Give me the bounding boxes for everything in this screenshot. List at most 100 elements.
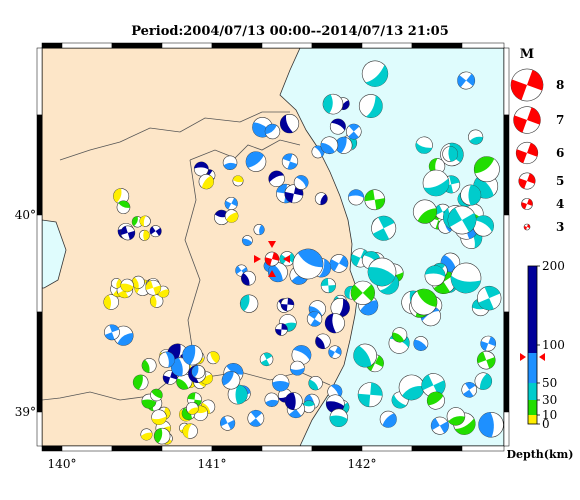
magnitude-legend: M 8 7 6 5 4 3 — [510, 47, 564, 234]
quake-158-fill — [365, 65, 388, 87]
quake-large-4-fill — [417, 289, 437, 307]
quake-63-fill — [194, 161, 209, 170]
quake-129-fill — [280, 298, 294, 311]
quake-139-fill — [469, 136, 483, 145]
quake-102-fill — [293, 345, 312, 361]
quake-121-fill — [290, 367, 305, 376]
quake-93-fill — [265, 124, 277, 135]
quake-176-fill — [431, 418, 449, 434]
quake-109-fill — [260, 352, 273, 366]
quake-178-fill — [415, 142, 433, 154]
quake-112-fill — [315, 336, 325, 349]
depth-band-surface — [528, 415, 537, 424]
quake-111-fill — [328, 346, 342, 358]
right-frame-bar-2 — [503, 214, 510, 313]
quake-140 — [476, 350, 496, 370]
latest-event-arrow-1 — [268, 270, 276, 277]
bottom-frame-bar-9 — [461, 445, 505, 452]
quake-83-fill — [341, 100, 350, 110]
top-frame-bar-4 — [211, 42, 263, 49]
left-frame-bar-2 — [36, 214, 43, 313]
quake-174 — [398, 374, 425, 401]
quake-116-fill — [303, 400, 315, 407]
quake-182 — [392, 327, 408, 343]
map-area[interactable] — [42, 48, 505, 446]
quake-87 — [314, 192, 328, 206]
quake-65-fill — [225, 197, 238, 210]
quake-58-fill — [232, 175, 244, 183]
quake-large-0-fill — [297, 249, 323, 268]
quake-56 — [104, 324, 120, 341]
quake-154-fill — [433, 270, 454, 294]
quake-185 — [412, 199, 438, 224]
quake-121 — [289, 360, 305, 376]
quake-36 — [206, 351, 220, 365]
focal-mechanisms — [103, 60, 504, 445]
quake-107-fill — [337, 298, 350, 318]
quake-large-0 — [292, 248, 324, 280]
quake-95 — [293, 175, 309, 190]
quake-87-fill — [320, 194, 328, 205]
quake-27 — [141, 358, 157, 373]
quake-30-fill — [151, 416, 167, 425]
quake-92-fill — [323, 94, 333, 114]
quake-114-fill — [240, 294, 250, 312]
quake-156 — [477, 285, 502, 311]
quake-178 — [415, 136, 433, 154]
quake-34 — [176, 373, 193, 390]
quake-93 — [264, 123, 281, 140]
quake-large-5-fill — [423, 178, 449, 196]
lon-tick-label-2: 142° — [348, 457, 377, 471]
quake-192-fill — [365, 95, 383, 118]
bottom-frame-bar-3 — [161, 445, 213, 452]
quake-94 — [320, 136, 339, 155]
quake-66-fill — [282, 153, 298, 170]
quake-150 — [478, 411, 504, 438]
latest-event-beachball — [264, 251, 280, 267]
quake-77-fill — [268, 170, 284, 183]
quake-60-fill — [259, 224, 265, 235]
quake-129 — [280, 297, 295, 312]
bottom-frame-bar-6 — [311, 445, 363, 452]
quake-7 — [145, 279, 162, 296]
bottom-frame-bar-7 — [361, 445, 413, 452]
quake-1 — [103, 294, 120, 310]
quake-128 — [284, 392, 303, 411]
quake-144 — [353, 343, 377, 368]
quake-37 — [153, 427, 171, 445]
depth-label-0: 0 — [542, 417, 550, 431]
quake-80 — [329, 254, 349, 273]
latest-event-marker[interactable] — [254, 241, 290, 277]
quake-158 — [361, 60, 389, 87]
quake-95-fill — [296, 175, 309, 188]
quake-144-fill — [353, 345, 372, 368]
magnitude-legend-ball-5-fill — [518, 173, 536, 189]
latest-event-arrow-2 — [254, 255, 261, 263]
quake-113-fill — [308, 379, 319, 390]
quake-97 — [245, 151, 267, 172]
quake-1-fill — [103, 295, 112, 310]
quake-67-fill — [201, 175, 214, 189]
magnitude-legend-title: M — [520, 47, 534, 62]
right-frame-bar-0 — [503, 47, 510, 116]
quake-141-fill — [454, 418, 476, 435]
quake-126 — [272, 374, 290, 392]
quake-104 — [227, 384, 248, 405]
depth-marker-right — [539, 353, 545, 361]
quake-123-fill — [226, 363, 243, 375]
quake-102 — [291, 345, 312, 365]
quake-166 — [379, 410, 397, 428]
quake-28 — [150, 388, 163, 402]
quake-large-1 — [450, 262, 482, 294]
magnitude-legend-label-7: 7 — [556, 113, 564, 127]
quake-151-fill — [457, 73, 475, 88]
quake-51-fill — [163, 370, 178, 385]
quake-large-1-fill — [450, 275, 481, 294]
magnitude-legend-ball-6 — [515, 141, 539, 165]
quake-111 — [328, 345, 342, 359]
quake-69 — [241, 235, 253, 246]
magnitude-legend-ball-3-fill — [524, 224, 530, 230]
magnitude-legend-ball-3 — [523, 223, 531, 231]
magnitude-legend-ball-4 — [521, 198, 533, 210]
quake-119 — [264, 392, 279, 407]
